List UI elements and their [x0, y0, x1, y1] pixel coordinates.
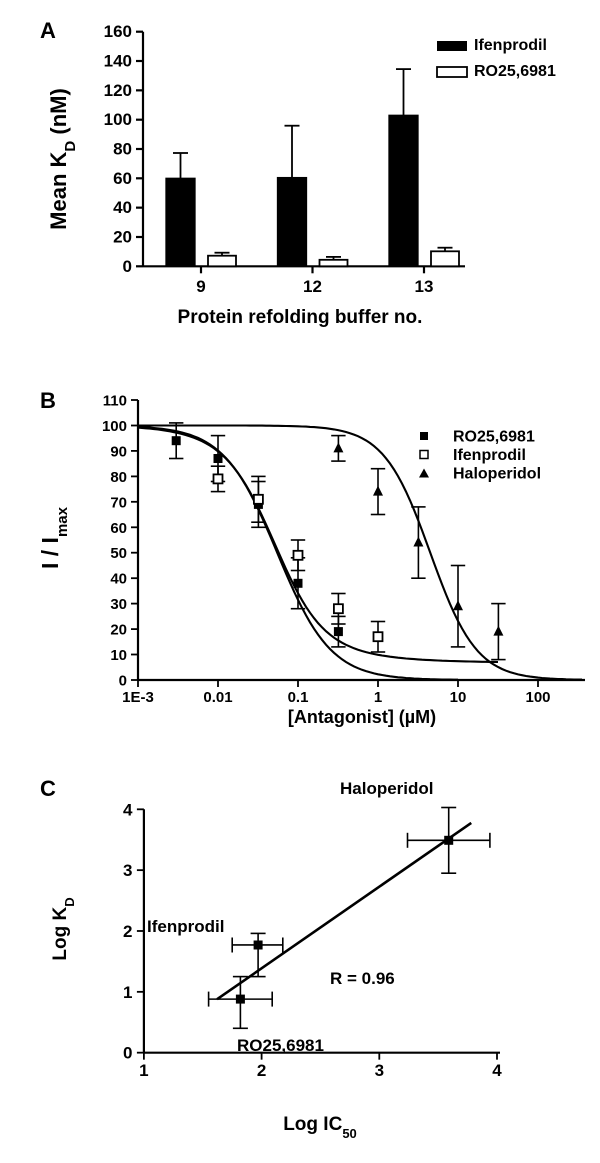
svg-text:Log KD: Log KD [50, 897, 77, 960]
svg-text:80: 80 [113, 140, 132, 159]
svg-text:C: C [40, 776, 56, 801]
svg-text:2: 2 [257, 1061, 266, 1080]
svg-text:0.1: 0.1 [288, 689, 309, 706]
svg-text:100: 100 [102, 418, 127, 435]
svg-text:13: 13 [415, 277, 434, 296]
svg-text:30: 30 [110, 596, 127, 613]
svg-text:20: 20 [113, 228, 132, 247]
svg-text:60: 60 [110, 520, 127, 537]
svg-text:3: 3 [123, 861, 132, 880]
svg-text:70: 70 [110, 494, 127, 511]
svg-text:110: 110 [103, 393, 127, 410]
svg-text:1: 1 [139, 1061, 148, 1080]
svg-text:Ifenprodil: Ifenprodil [474, 37, 547, 54]
svg-text:RO25,6981: RO25,6981 [453, 429, 535, 446]
svg-text:100: 100 [525, 689, 550, 706]
svg-text:40: 40 [113, 198, 132, 217]
svg-text:R = 0.96: R = 0.96 [330, 969, 395, 988]
svg-text:Haloperidol: Haloperidol [453, 466, 541, 483]
svg-text:Log IC50: Log IC50 [283, 1114, 357, 1141]
svg-text:40: 40 [110, 571, 127, 588]
svg-text:10: 10 [110, 647, 127, 664]
svg-text:12: 12 [303, 277, 322, 296]
svg-text:4: 4 [492, 1061, 502, 1080]
svg-text:Protein refolding buffer no.: Protein refolding buffer no. [178, 307, 423, 328]
svg-text:2: 2 [123, 922, 132, 941]
svg-text:80: 80 [110, 469, 127, 486]
svg-text:160: 160 [104, 22, 132, 41]
svg-text:Mean KD (nM): Mean KD (nM) [46, 88, 79, 230]
svg-text:RO25,6981: RO25,6981 [237, 1036, 324, 1055]
svg-text:0: 0 [123, 257, 132, 276]
svg-text:10: 10 [450, 689, 467, 706]
svg-text:140: 140 [104, 52, 132, 71]
svg-text:4: 4 [123, 800, 133, 819]
svg-text:0.01: 0.01 [203, 689, 232, 706]
svg-text:120: 120 [104, 81, 132, 100]
svg-text:100: 100 [104, 110, 132, 129]
svg-text:60: 60 [113, 169, 132, 188]
svg-text:B: B [40, 388, 56, 413]
svg-text:0: 0 [123, 1044, 132, 1063]
svg-text:I / Imax: I / Imax [37, 506, 71, 569]
svg-text:9: 9 [196, 277, 205, 296]
svg-text:Ifenprodil: Ifenprodil [453, 447, 526, 464]
svg-text:1: 1 [123, 983, 132, 1002]
svg-text:A: A [40, 18, 56, 43]
svg-text:1E-3: 1E-3 [122, 689, 154, 706]
svg-text:90: 90 [110, 443, 127, 460]
svg-text:Ifenprodil: Ifenprodil [147, 917, 224, 936]
svg-text:50: 50 [110, 545, 127, 562]
svg-text:1: 1 [374, 689, 382, 706]
svg-text:[Antagonist] (µM): [Antagonist] (µM) [288, 707, 436, 727]
svg-text:3: 3 [375, 1061, 384, 1080]
svg-text:Haloperidol: Haloperidol [340, 779, 434, 798]
svg-text:RO25,6981: RO25,6981 [474, 63, 556, 80]
svg-text:0: 0 [119, 673, 127, 690]
svg-text:20: 20 [110, 622, 127, 639]
